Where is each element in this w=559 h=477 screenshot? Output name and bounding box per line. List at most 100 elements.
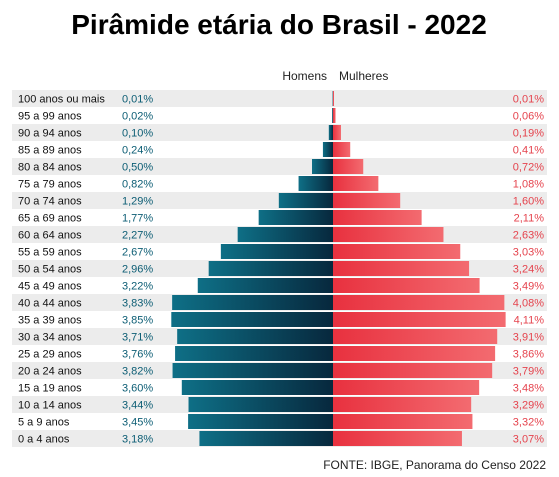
category-label: 40 a 44 anos xyxy=(18,298,82,310)
value-label-male: 3,22% xyxy=(122,281,153,293)
value-label-male: 3,18% xyxy=(122,434,153,446)
value-label-female: 1,08% xyxy=(513,179,544,191)
bar-male xyxy=(258,210,333,225)
value-label-male: 3,45% xyxy=(122,417,153,429)
value-label-male: 3,44% xyxy=(122,400,153,412)
bar-male xyxy=(197,278,333,293)
category-label: 5 a 9 anos xyxy=(18,417,70,429)
bar-female xyxy=(333,244,461,259)
value-label-female: 3,03% xyxy=(513,247,544,259)
value-label-male: 2,67% xyxy=(122,247,153,259)
bar-male xyxy=(332,108,334,123)
category-label: 10 a 14 anos xyxy=(18,400,82,412)
value-label-female: 0,41% xyxy=(513,145,544,157)
bar-male xyxy=(312,159,333,174)
bar-male xyxy=(208,261,333,276)
bar-female xyxy=(333,431,462,446)
category-label: 60 a 64 anos xyxy=(18,230,82,242)
bar-male xyxy=(278,193,333,208)
bar-female xyxy=(333,142,351,157)
bar-male xyxy=(181,380,333,395)
category-label: 15 a 19 anos xyxy=(18,383,82,395)
bar-male xyxy=(188,414,333,429)
value-label-male: 1,77% xyxy=(122,213,153,225)
category-label: 45 a 49 anos xyxy=(18,281,82,293)
bar-female xyxy=(333,159,364,174)
value-label-female: 4,08% xyxy=(513,298,544,310)
bar-female xyxy=(333,125,341,140)
bar-female xyxy=(333,91,334,106)
value-label-male: 0,50% xyxy=(122,162,153,174)
bar-female xyxy=(333,210,422,225)
value-label-female: 3,07% xyxy=(513,434,544,446)
bar-male xyxy=(322,142,333,157)
bar-male xyxy=(328,125,333,140)
bar-female xyxy=(333,227,444,242)
bar-female xyxy=(333,346,496,361)
value-label-female: 0,06% xyxy=(513,111,544,123)
value-label-female: 3,24% xyxy=(513,264,544,276)
category-label: 20 a 24 anos xyxy=(18,366,82,378)
value-label-male: 2,27% xyxy=(122,230,153,242)
bar-male xyxy=(171,312,333,327)
bar-male xyxy=(220,244,333,259)
value-label-female: 3,49% xyxy=(513,281,544,293)
category-label: 75 a 79 anos xyxy=(18,179,82,191)
bar-female xyxy=(333,397,472,412)
value-label-male: 0,82% xyxy=(122,179,153,191)
bar-male xyxy=(177,329,333,344)
value-label-female: 3,32% xyxy=(513,417,544,429)
value-label-female: 4,11% xyxy=(514,315,545,327)
category-label: 35 a 39 anos xyxy=(18,315,82,327)
row-stripe xyxy=(12,158,547,175)
pyramid-rows: 100 anos ou mais 0,01% 0,01% 95 a 99 anos 0,… xyxy=(12,90,547,447)
value-label-male: 1,29% xyxy=(122,196,153,208)
bar-male xyxy=(188,397,333,412)
row-stripe xyxy=(12,124,547,141)
bar-female xyxy=(333,312,506,327)
category-label: 55 a 59 anos xyxy=(18,247,82,259)
category-label: 90 a 94 anos xyxy=(18,128,82,140)
category-label: 30 a 34 anos xyxy=(18,332,82,344)
category-label: 80 a 84 anos xyxy=(18,162,82,174)
value-label-male: 0,10% xyxy=(122,128,153,140)
value-label-female: 3,91% xyxy=(513,332,544,344)
source-note: FONTE: IBGE, Panorama do Censo 2022 xyxy=(323,458,546,472)
bar-female xyxy=(333,363,493,378)
bar-female xyxy=(333,108,336,123)
bar-female xyxy=(333,278,480,293)
bar-female xyxy=(333,329,498,344)
value-label-male: 3,83% xyxy=(122,298,153,310)
value-label-male: 0,24% xyxy=(122,145,153,157)
category-label: 25 a 29 anos xyxy=(18,349,82,361)
value-label-female: 1,60% xyxy=(513,196,544,208)
value-label-female: 0,01% xyxy=(513,94,544,106)
value-label-female: 3,86% xyxy=(513,349,544,361)
bar-female xyxy=(333,261,470,276)
value-label-male: 3,71% xyxy=(122,332,153,344)
value-label-male: 3,85% xyxy=(122,315,153,327)
value-label-female: 3,48% xyxy=(513,383,544,395)
bar-female xyxy=(333,380,480,395)
bar-male xyxy=(172,363,333,378)
chart-title: Pirâmide etária do Brasil - 2022 xyxy=(71,9,487,40)
category-label: 85 a 89 anos xyxy=(18,145,82,157)
value-label-female: 0,19% xyxy=(513,128,544,140)
value-label-female: 3,29% xyxy=(513,400,544,412)
bar-male xyxy=(175,346,333,361)
value-label-female: 2,63% xyxy=(513,230,544,242)
bar-male xyxy=(172,295,333,310)
bar-male xyxy=(298,176,333,191)
bar-female xyxy=(333,176,379,191)
value-label-female: 3,79% xyxy=(513,366,544,378)
bar-female xyxy=(333,295,505,310)
value-label-female: 0,72% xyxy=(513,162,544,174)
value-label-male: 0,01% xyxy=(122,94,153,106)
category-label: 95 a 99 anos xyxy=(18,111,82,123)
bar-female xyxy=(333,414,473,429)
value-label-male: 0,02% xyxy=(122,111,153,123)
bar-male xyxy=(199,431,333,446)
legend-male: Homens xyxy=(282,69,327,83)
value-label-male: 3,60% xyxy=(122,383,153,395)
